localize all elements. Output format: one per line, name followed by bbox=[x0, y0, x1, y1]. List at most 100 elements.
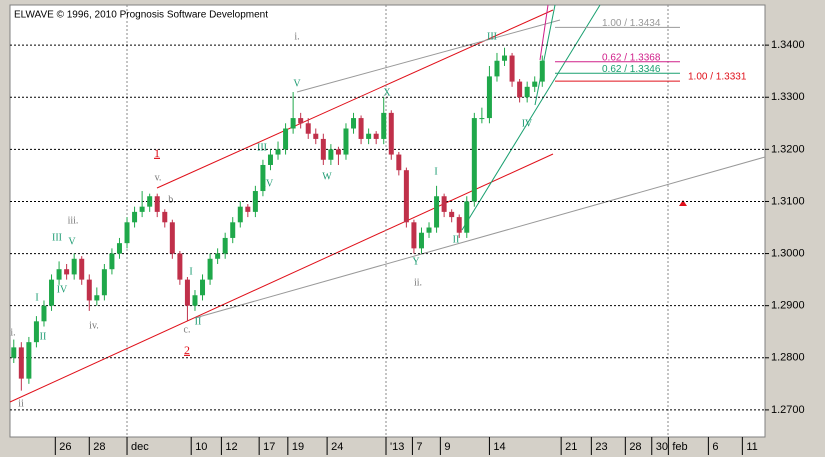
candle-body bbox=[56, 269, 62, 280]
wave-label: 1 bbox=[154, 146, 160, 160]
target-label: 1.00 / 1.3331 bbox=[688, 72, 747, 83]
candle-body bbox=[18, 347, 24, 379]
candle-body bbox=[11, 347, 17, 358]
candle-body bbox=[139, 206, 145, 212]
x-tick-label: 24 bbox=[331, 441, 343, 453]
candle-body bbox=[328, 149, 334, 160]
x-tick-label: 19 bbox=[292, 441, 304, 453]
candle-body bbox=[49, 279, 55, 306]
candle-body bbox=[343, 128, 349, 155]
wave-label: V bbox=[68, 236, 76, 247]
y-tick-label: 1.2900 bbox=[771, 300, 805, 312]
candle-body bbox=[33, 321, 39, 343]
candle-body bbox=[502, 55, 508, 61]
target-label: 1.00 / 1.3434 bbox=[602, 18, 661, 29]
candle-body bbox=[230, 222, 236, 238]
wave-label: i. bbox=[10, 327, 15, 338]
x-tick-label: 26 bbox=[59, 441, 71, 453]
x-tick-label: 7 bbox=[416, 441, 422, 453]
candle-body bbox=[26, 342, 32, 379]
candle-body bbox=[305, 123, 311, 134]
y-tick-label: 1.2700 bbox=[771, 404, 805, 416]
candle-body bbox=[366, 133, 372, 139]
wave-label: IV bbox=[263, 178, 274, 189]
candle-body bbox=[94, 295, 100, 301]
candle-body bbox=[335, 149, 341, 155]
y-tick-label: 1.3400 bbox=[771, 39, 805, 51]
trend-line bbox=[539, 4, 549, 61]
wave-label: ii bbox=[18, 398, 24, 409]
candle-body bbox=[524, 86, 530, 98]
y-tick-label: 1.2800 bbox=[771, 352, 805, 364]
trend-line bbox=[296, 19, 561, 93]
candle-body bbox=[396, 154, 402, 171]
wave-labels: 1 2 III V I IV II I II III IV V W X Y I … bbox=[10, 31, 533, 409]
candle-body bbox=[479, 118, 485, 120]
candle-body bbox=[320, 138, 326, 160]
trend-line bbox=[9, 153, 554, 403]
candle-body bbox=[434, 196, 440, 228]
candle-body bbox=[252, 191, 258, 212]
candle-body bbox=[132, 211, 138, 223]
candle-body bbox=[169, 222, 175, 254]
candle-body bbox=[403, 170, 409, 223]
candle-body bbox=[237, 206, 243, 223]
candle-body bbox=[494, 60, 500, 77]
candle-body bbox=[388, 112, 394, 155]
candle-body bbox=[373, 133, 379, 139]
wave-label: c. bbox=[184, 324, 191, 335]
wave-label: I bbox=[434, 166, 437, 177]
x-tick-label: feb bbox=[672, 441, 687, 453]
wave-label: iii. bbox=[68, 215, 79, 226]
wave-label: IV bbox=[57, 284, 68, 295]
candle-body bbox=[486, 76, 492, 119]
wave-label: V bbox=[293, 78, 301, 89]
candle-body bbox=[162, 211, 168, 223]
candle-body bbox=[418, 232, 424, 249]
x-tick-label: '13 bbox=[390, 441, 404, 453]
candle-body bbox=[509, 55, 515, 82]
trend-line bbox=[534, 4, 556, 106]
candle-body bbox=[184, 279, 190, 306]
candle-body bbox=[86, 279, 92, 301]
candle-body bbox=[290, 118, 296, 129]
x-tick-label: 9 bbox=[444, 441, 450, 453]
wave-label: III bbox=[52, 232, 62, 243]
candle-body bbox=[177, 253, 183, 280]
candle-body bbox=[147, 196, 153, 207]
x-tick-label: 21 bbox=[565, 441, 577, 453]
x-tick-label: 30 bbox=[656, 441, 668, 453]
x-tick-label: 23 bbox=[595, 441, 607, 453]
x-tick-label: 11 bbox=[746, 441, 757, 453]
candle-body bbox=[411, 222, 417, 249]
y-tick-label: 1.3200 bbox=[771, 143, 805, 155]
candle-body bbox=[358, 118, 364, 139]
candle-body bbox=[517, 81, 523, 98]
candle-body bbox=[449, 211, 455, 218]
candle-body bbox=[456, 217, 462, 233]
wave-label: III bbox=[487, 31, 497, 42]
wave-label: I bbox=[189, 266, 192, 277]
candle-body bbox=[245, 206, 251, 212]
marker bbox=[679, 200, 687, 206]
candle-body bbox=[298, 118, 304, 124]
wave-label: III bbox=[257, 142, 267, 153]
wave-label: ii. bbox=[414, 277, 422, 288]
candle-body bbox=[222, 237, 228, 254]
candle-body bbox=[532, 81, 538, 87]
candle-body bbox=[124, 222, 130, 244]
wave-label: iv. bbox=[89, 320, 99, 331]
wave-label: v. bbox=[155, 172, 162, 183]
candle-body bbox=[267, 154, 273, 165]
x-tick-label: 12 bbox=[225, 441, 237, 453]
y-tick-label: 1.3000 bbox=[771, 247, 805, 259]
wave-label: X bbox=[383, 87, 391, 98]
x-tick-label: dec bbox=[131, 441, 149, 453]
candle-body bbox=[381, 112, 387, 139]
y-tick-label: 1.3300 bbox=[771, 91, 805, 103]
wave-label: 2 bbox=[184, 343, 190, 357]
target-label: 0.62 / 1.3346 bbox=[602, 64, 661, 75]
wave-label: I bbox=[35, 292, 38, 303]
candle-body bbox=[109, 253, 115, 270]
